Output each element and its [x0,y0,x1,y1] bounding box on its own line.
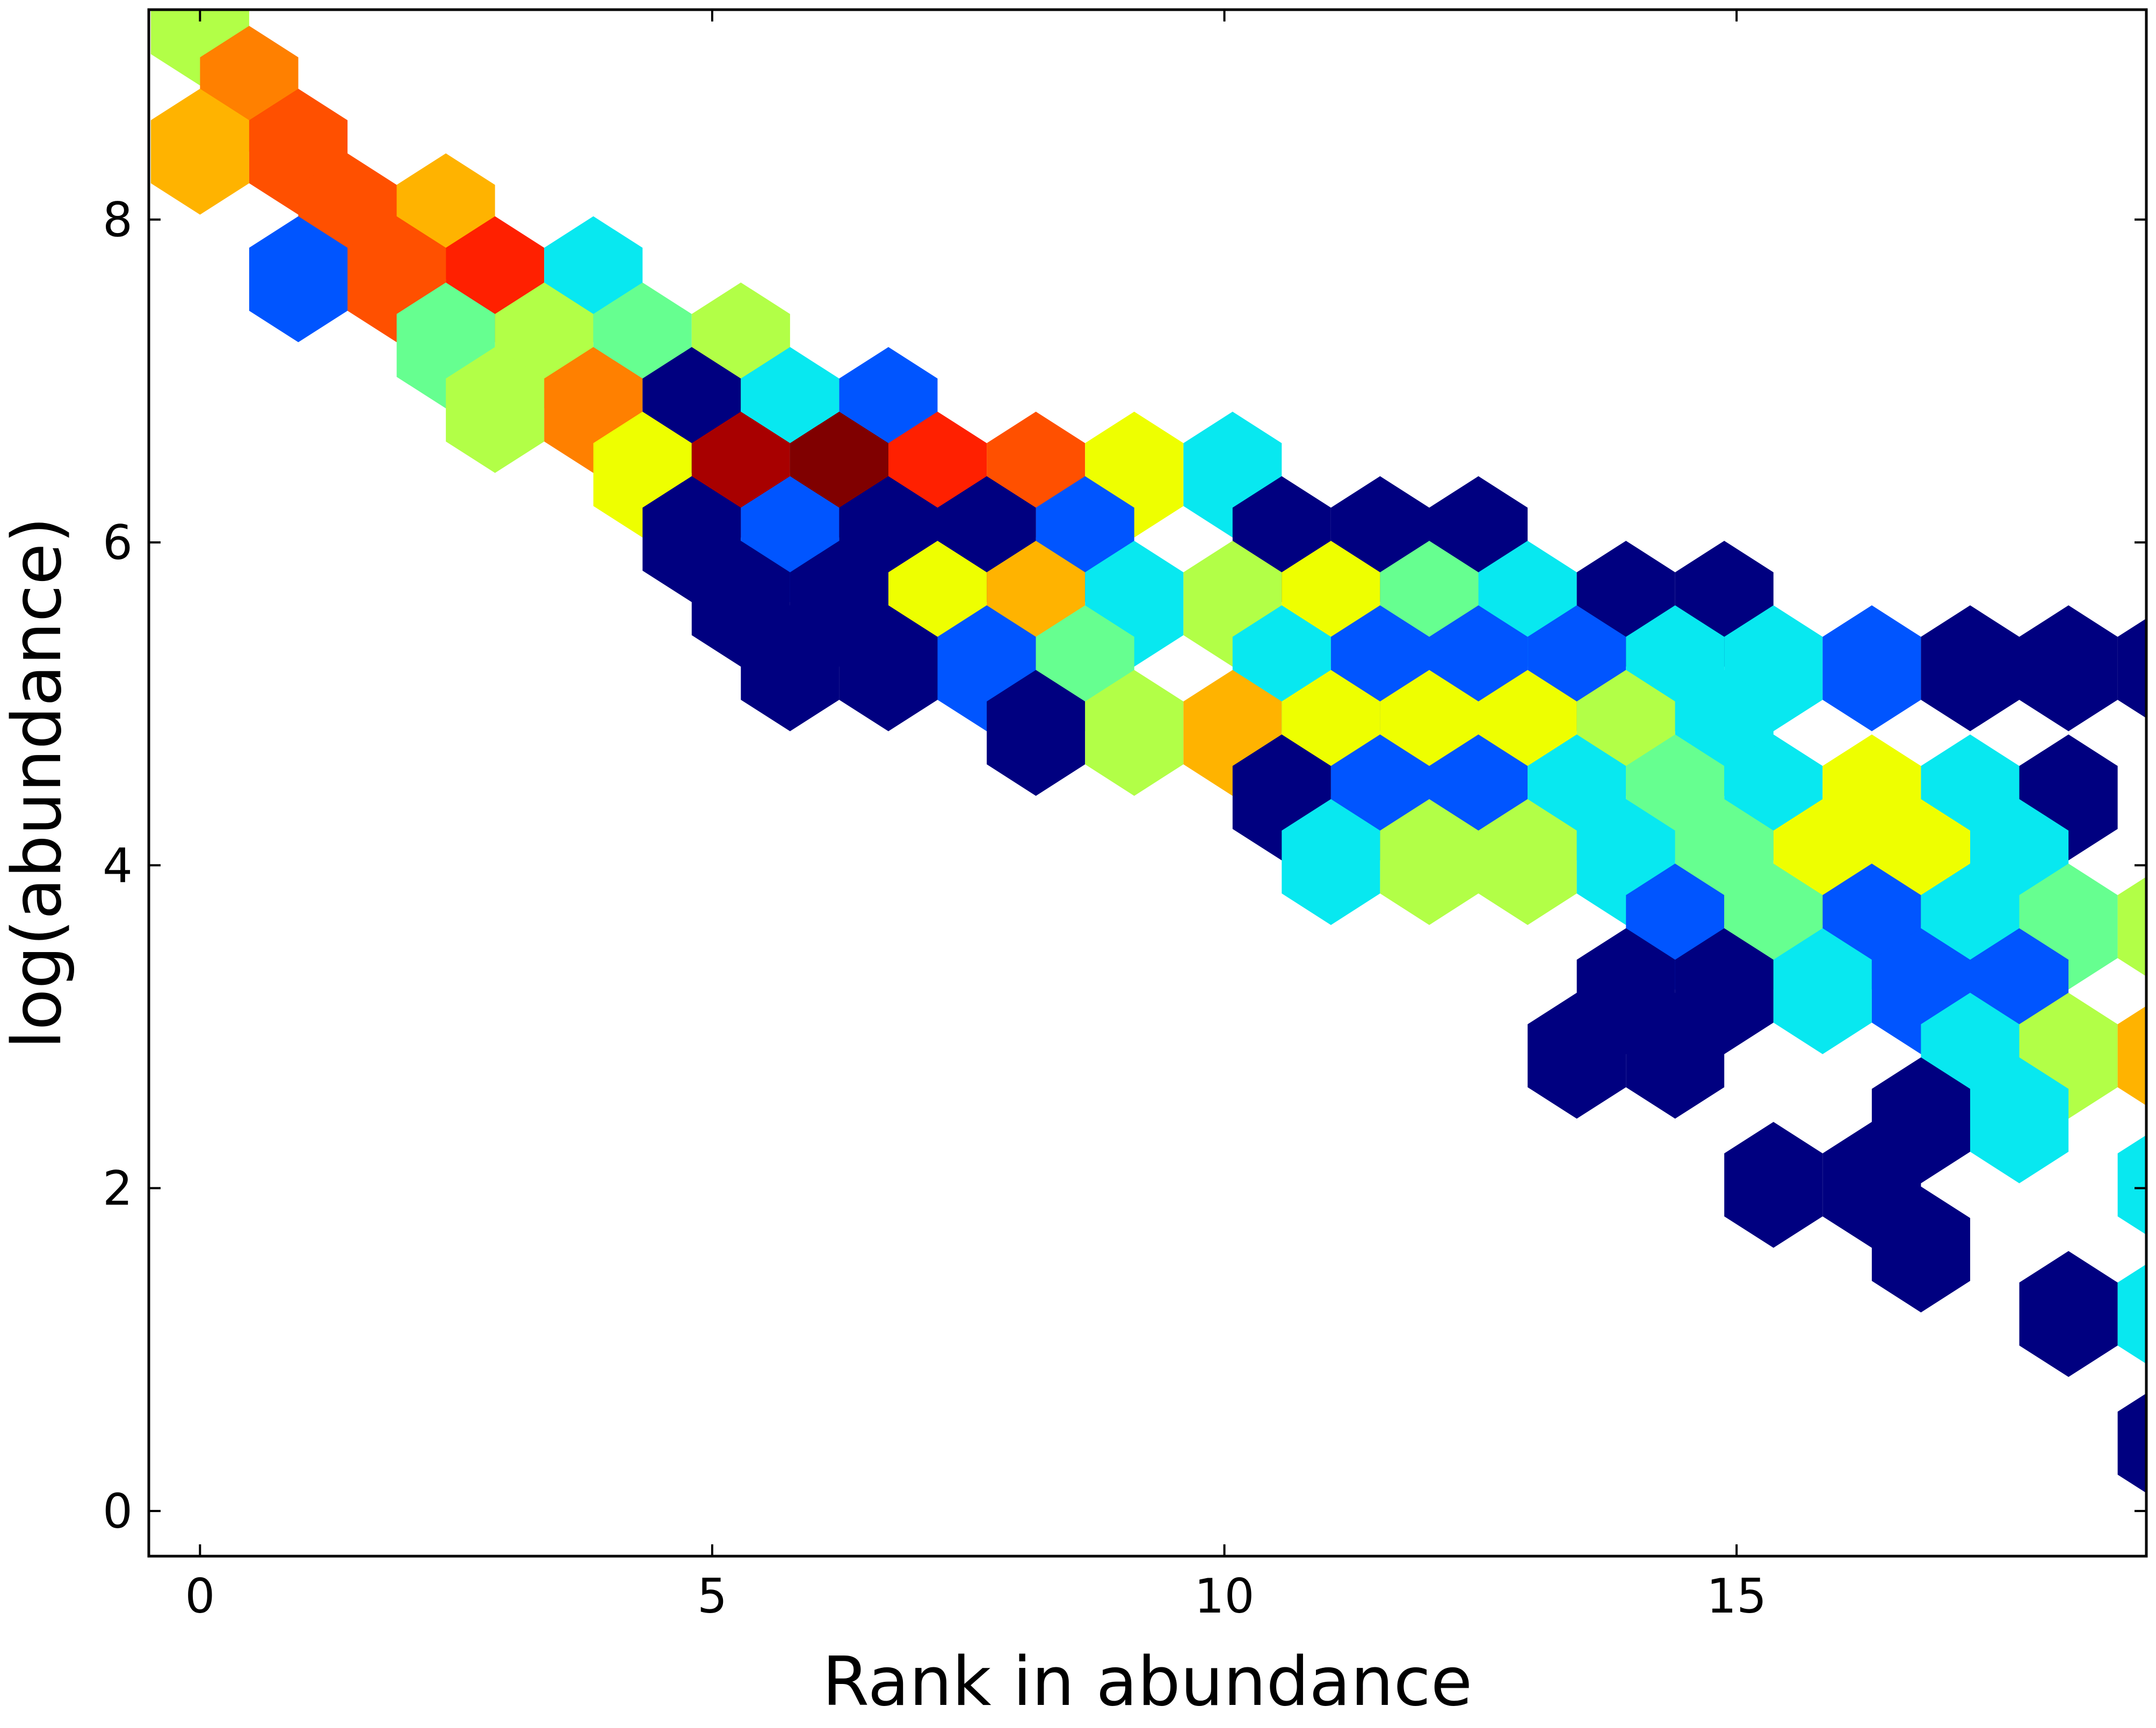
hexbin-cell [2117,1006,2146,1106]
y-tick-label: 4 [103,838,133,893]
axis-ticks [149,10,2146,1556]
hexbin-cell [1282,799,1380,925]
x-tick-label: 5 [697,1569,727,1624]
hexbin-cell [2117,618,2146,718]
y-tick-label: 0 [103,1484,133,1539]
hexbin-cells [150,10,2146,1493]
hexbin-cell [2117,1393,2146,1493]
hexbin-cell [1822,605,1921,731]
hexbin-cell [1871,1186,1970,1313]
hexbin-cell [839,605,938,731]
hexbin-cell [1970,1057,2069,1184]
x-tick-label: 15 [1706,1569,1767,1624]
tick-labels: 0 5 10 15 0 2 4 6 8 [103,192,1767,1624]
hexbin-cell [1528,992,1626,1119]
hexbin-cell [1626,992,1725,1119]
hexbin-cell [2117,876,2146,977]
y-tick-label: 6 [103,515,133,570]
hexbin-cell [1085,670,1184,796]
hexbin-cell [2019,1251,2118,1377]
x-axis-label: Rank in abundance [822,1642,1473,1721]
hexbin-cell [1724,1122,1823,1248]
y-tick-label: 8 [103,192,133,248]
hexbin-cell [249,216,348,343]
hexbin-cell [2117,1264,2146,1364]
hexbin-cell [1478,799,1577,925]
hexbin-cell [446,347,545,473]
hexbin-cell [2117,1135,2146,1235]
x-tick-label: 10 [1195,1569,1255,1624]
hexbin-cell [2019,605,2118,731]
y-tick-label: 2 [103,1161,133,1216]
hexbin-cell [1773,928,1872,1055]
hexbin-cell [1921,605,2020,731]
hexbin-cell [987,670,1086,796]
hexbin-cell [1380,799,1479,925]
hexbin-cell [150,89,249,215]
x-tick-label: 0 [185,1569,215,1624]
plot-frame [147,8,2148,1558]
hexbin-cell [741,605,840,731]
y-axis-label: log(abundance) [0,517,76,1049]
